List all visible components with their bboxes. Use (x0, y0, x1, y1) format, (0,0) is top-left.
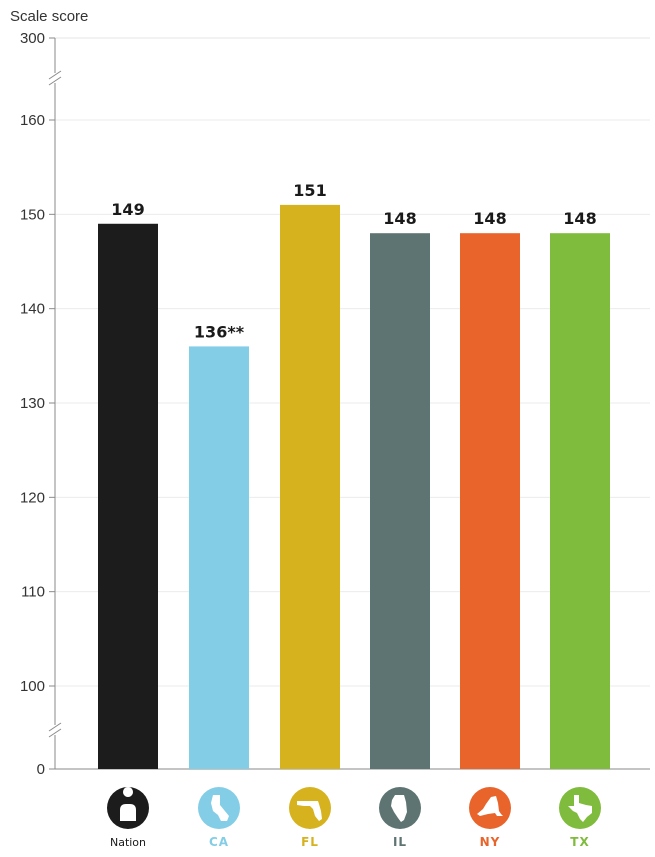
value-label: 151 (293, 181, 326, 200)
category-label: CA (209, 835, 229, 849)
axis-break-gap (49, 73, 61, 83)
value-label: 149 (111, 200, 144, 219)
bar-tx (550, 233, 610, 769)
bar-ny (460, 233, 520, 769)
bar-nation (98, 223, 158, 769)
axis-break-mark (48, 728, 62, 738)
bar-fl (280, 204, 340, 769)
person-icon (107, 787, 149, 829)
y-tick-label: 160 (20, 112, 45, 129)
bar-ca (189, 346, 249, 769)
category-label: IL (393, 835, 407, 849)
category-label: Nation (110, 836, 146, 849)
texas-icon (559, 787, 601, 829)
value-label: 136** (194, 322, 245, 341)
category-label: FL (301, 835, 319, 849)
y-tick-label: 100 (20, 678, 45, 695)
axis-break-gap (49, 725, 61, 735)
category-label: NY (480, 835, 501, 849)
illinois-icon (379, 787, 421, 829)
y-tick-0: 0 (37, 761, 45, 778)
value-label: 148 (563, 209, 596, 228)
florida-icon (289, 787, 331, 829)
california-icon (198, 787, 240, 829)
y-axis-title: Scale score (10, 8, 88, 25)
category-label: TX (570, 835, 589, 849)
value-label: 148 (383, 209, 416, 228)
axis-break-mark (48, 722, 62, 732)
y-tick-300: 300 (20, 30, 45, 47)
value-label: 148 (473, 209, 506, 228)
y-tick-label: 110 (21, 584, 45, 601)
axis-break-mark (48, 76, 62, 86)
new-york-icon (469, 787, 511, 829)
y-tick-label: 140 (20, 301, 45, 318)
bar-il (370, 233, 430, 769)
y-tick-label: 150 (20, 206, 45, 223)
y-tick-label: 120 (20, 489, 45, 506)
axis-break-mark (48, 70, 62, 80)
y-tick-label: 130 (20, 395, 45, 412)
